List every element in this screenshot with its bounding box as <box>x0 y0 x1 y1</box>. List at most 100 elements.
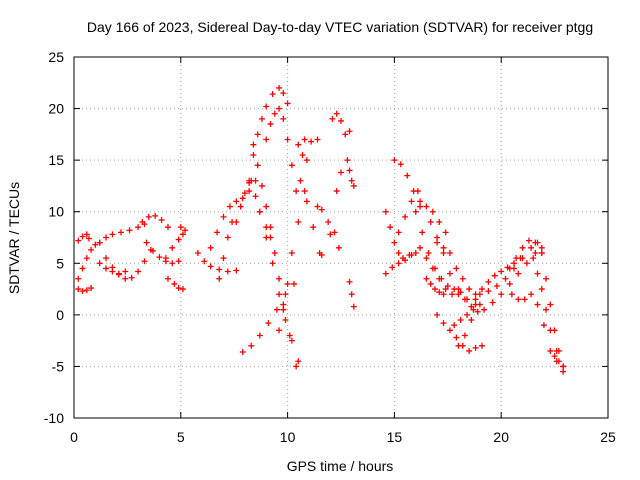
x-axis-label: GPS time / hours <box>287 458 394 474</box>
data-point <box>468 317 475 324</box>
data-point <box>295 358 302 365</box>
data-point <box>224 234 231 241</box>
data-point <box>515 296 522 303</box>
series-arc-14 <box>216 219 236 282</box>
data-point <box>226 203 233 210</box>
data-point <box>329 115 336 122</box>
data-point <box>461 296 468 303</box>
data-point <box>551 327 558 334</box>
data-point <box>476 291 483 298</box>
data-point <box>434 234 441 241</box>
data-point <box>457 317 464 324</box>
data-point <box>498 268 505 275</box>
data-point <box>276 84 283 91</box>
data-point <box>423 275 430 282</box>
y-tick-label: 5 <box>56 255 64 271</box>
data-point <box>515 270 522 277</box>
data-point <box>449 291 456 298</box>
data-point <box>83 231 90 238</box>
data-point <box>169 260 176 267</box>
data-point <box>406 252 413 259</box>
data-point <box>466 347 473 354</box>
data-point <box>271 110 278 117</box>
series-arc-35 <box>391 157 424 210</box>
series-arc-04 <box>96 221 148 246</box>
data-point <box>408 198 415 205</box>
series-arc-31 <box>344 157 357 189</box>
data-point <box>453 334 460 341</box>
data-point <box>85 235 92 242</box>
data-point <box>117 229 124 236</box>
data-point <box>427 219 434 226</box>
chart-title: Day 166 of 2023, Sidereal Day-to-day VTE… <box>87 19 593 35</box>
data-point <box>182 227 189 234</box>
series-arc-07 <box>139 212 171 231</box>
data-point <box>423 255 430 262</box>
data-point <box>348 177 355 184</box>
x-tick-label: 10 <box>280 429 296 445</box>
series-arc-09 <box>162 231 186 262</box>
x-tick-label: 20 <box>493 429 509 445</box>
data-point <box>103 265 110 272</box>
y-tick-label: 10 <box>48 204 64 220</box>
series-arc-53 <box>530 255 567 370</box>
data-point <box>126 227 133 234</box>
data-point <box>233 267 240 274</box>
data-point <box>88 246 95 253</box>
series-arc-50 <box>481 244 545 313</box>
data-point <box>75 237 82 244</box>
data-point <box>342 131 349 138</box>
data-point <box>455 342 462 349</box>
data-point <box>115 270 122 277</box>
data-point <box>532 249 539 256</box>
data-point <box>273 306 280 313</box>
data-point <box>103 255 110 262</box>
data-point <box>280 301 287 308</box>
data-point <box>271 249 278 256</box>
data-point <box>109 231 116 238</box>
data-point <box>250 151 257 158</box>
data-point <box>551 353 558 360</box>
series-arc-40 <box>417 244 462 298</box>
series-arc-02 <box>75 285 95 295</box>
x-tick-label: 5 <box>177 429 185 445</box>
data-point <box>389 264 396 271</box>
series-arc-10 <box>164 275 186 293</box>
data-point <box>502 275 509 282</box>
data-point <box>429 265 436 272</box>
data-point <box>560 368 567 375</box>
series-arc-47 <box>461 296 481 315</box>
series-arc-22 <box>276 188 308 334</box>
data-point <box>280 306 287 313</box>
series-arc-17 <box>246 84 291 184</box>
data-point <box>395 249 402 256</box>
data-point <box>346 278 353 285</box>
data-point <box>295 141 302 148</box>
data-point <box>525 237 532 244</box>
data-point <box>402 213 409 220</box>
data-point <box>325 219 332 226</box>
series-arc-43 <box>423 275 447 298</box>
data-point <box>207 263 214 270</box>
data-point <box>141 258 148 265</box>
y-tick-label: 20 <box>48 101 64 117</box>
data-point <box>519 244 526 251</box>
data-point <box>314 203 321 210</box>
data-point <box>162 255 169 262</box>
data-point <box>216 275 223 282</box>
data-point <box>83 255 90 262</box>
data-point <box>453 265 460 272</box>
data-point <box>412 208 419 215</box>
series-arc-38 <box>417 198 449 236</box>
series-arc-41 <box>434 239 479 298</box>
data-point <box>280 90 287 97</box>
data-point <box>338 117 344 124</box>
data-point <box>135 224 142 231</box>
data-point <box>459 275 466 282</box>
series-arc-11 <box>177 224 189 234</box>
data-point <box>350 303 357 310</box>
series-arc-45 <box>451 301 483 329</box>
data-point <box>543 275 550 282</box>
data-point <box>444 282 451 289</box>
data-point <box>233 219 240 226</box>
